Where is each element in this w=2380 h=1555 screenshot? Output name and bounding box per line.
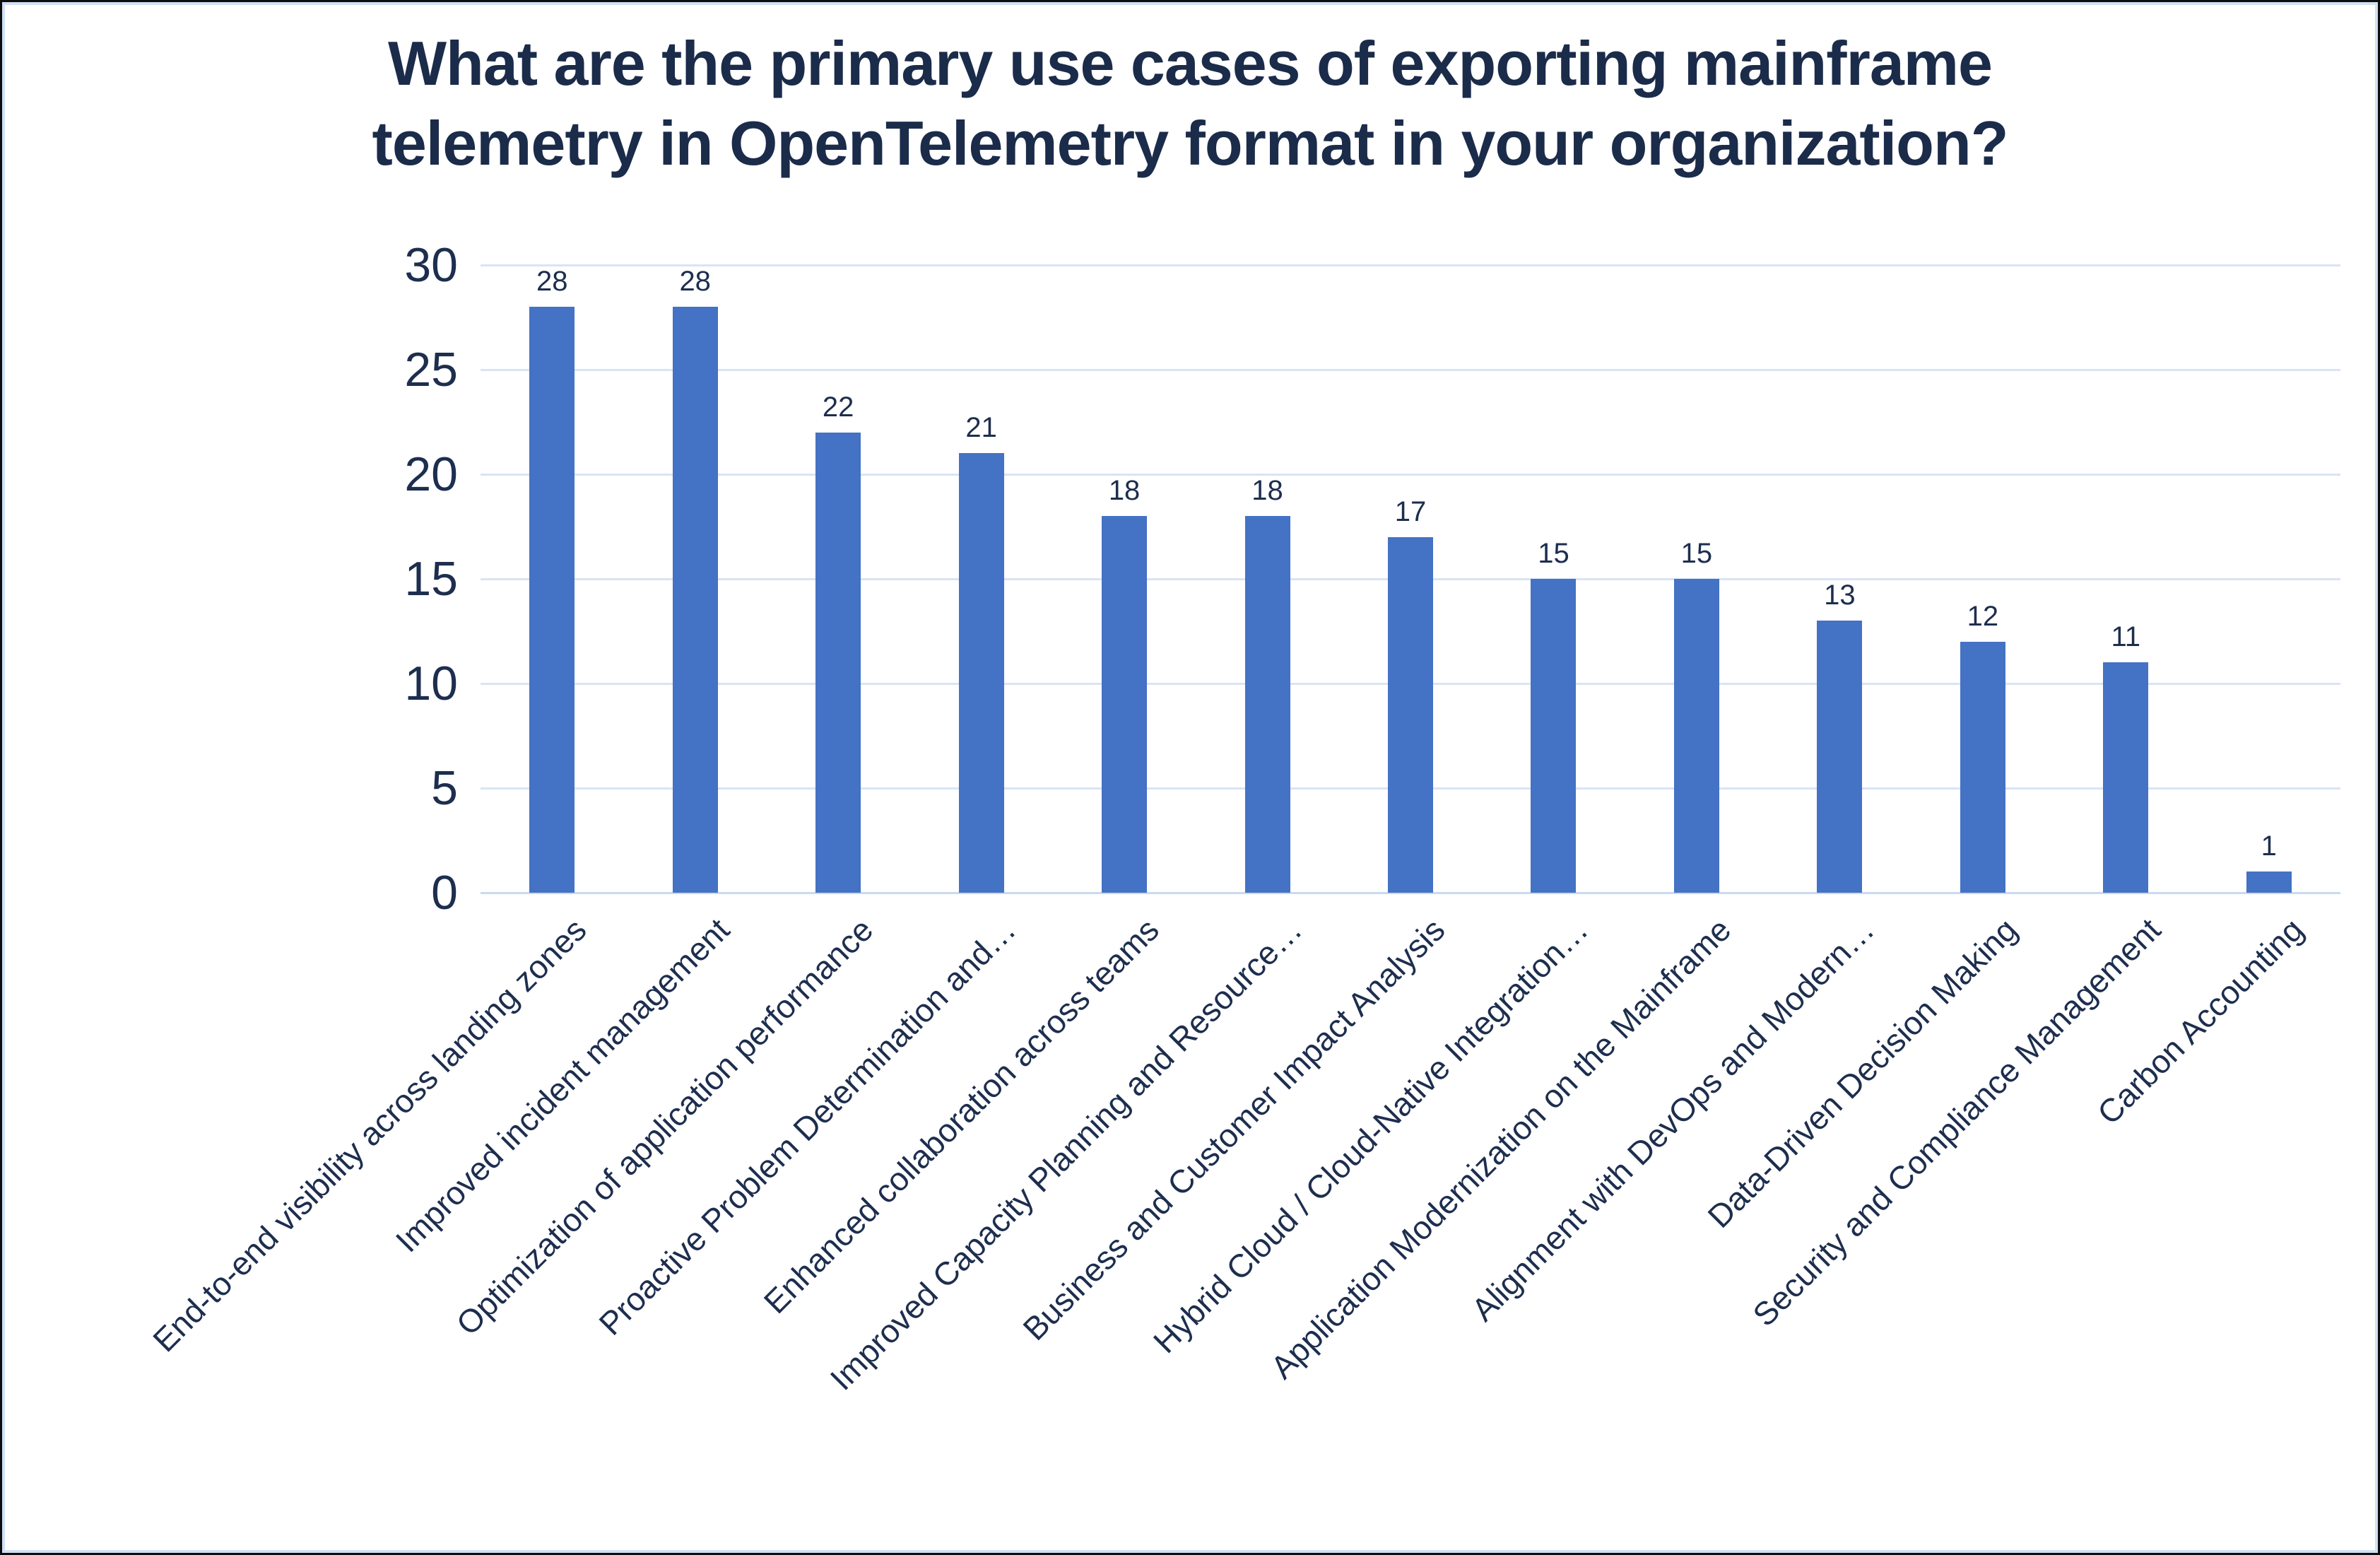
bar-value-label: 13 <box>1824 580 1856 611</box>
gridline-0 <box>481 892 2340 894</box>
gridline-20 <box>481 474 2340 476</box>
bar-value-label: 18 <box>1251 475 1283 507</box>
y-tick-label-5: 5 <box>431 761 458 815</box>
y-tick-label-30: 30 <box>404 238 458 292</box>
chart-title: What are the primary use cases of export… <box>0 24 2380 183</box>
y-tick-label-0: 0 <box>431 866 458 920</box>
gridline-30 <box>481 264 2340 266</box>
chart-title-line-1: What are the primary use cases of export… <box>388 28 1993 98</box>
bar-value-label: 15 <box>1680 538 1713 569</box>
bar-value-label: 18 <box>1108 475 1141 507</box>
bar-9 <box>1817 621 1863 893</box>
chart-title-line-2: telemetry in OpenTelemetry format in you… <box>372 107 2009 178</box>
bar-4 <box>1102 516 1148 893</box>
bar-value-label: 15 <box>1538 538 1569 569</box>
y-tick-label-25: 25 <box>404 343 458 397</box>
bar-value-label: 28 <box>536 266 568 298</box>
y-tick-label-10: 10 <box>404 657 458 710</box>
bar-value-label: 12 <box>1967 600 1999 632</box>
bar-0 <box>529 307 575 893</box>
y-tick-label-20: 20 <box>404 447 458 501</box>
gridline-25 <box>481 369 2340 371</box>
bar-3 <box>958 453 1004 893</box>
bar-6 <box>1388 536 1433 893</box>
bar-value-label: 28 <box>679 266 711 298</box>
y-tick-label-15: 15 <box>404 552 458 606</box>
x-tick-label: Data-Driven Decision Making <box>1700 911 2025 1235</box>
bar-8 <box>1673 579 1719 893</box>
bar-12 <box>2246 872 2292 893</box>
bar-value-label: 1 <box>2261 831 2277 862</box>
bar-value-label: 21 <box>965 412 997 444</box>
bar-2 <box>815 432 861 893</box>
bar-1 <box>672 307 718 893</box>
bar-11 <box>2103 662 2149 893</box>
bar-value-label: 11 <box>2111 621 2141 653</box>
bar-5 <box>1244 516 1290 893</box>
bar-7 <box>1531 579 1577 893</box>
bar-value-label: 22 <box>822 391 854 423</box>
bar-10 <box>1960 641 2005 893</box>
bar-value-label: 17 <box>1394 495 1427 527</box>
